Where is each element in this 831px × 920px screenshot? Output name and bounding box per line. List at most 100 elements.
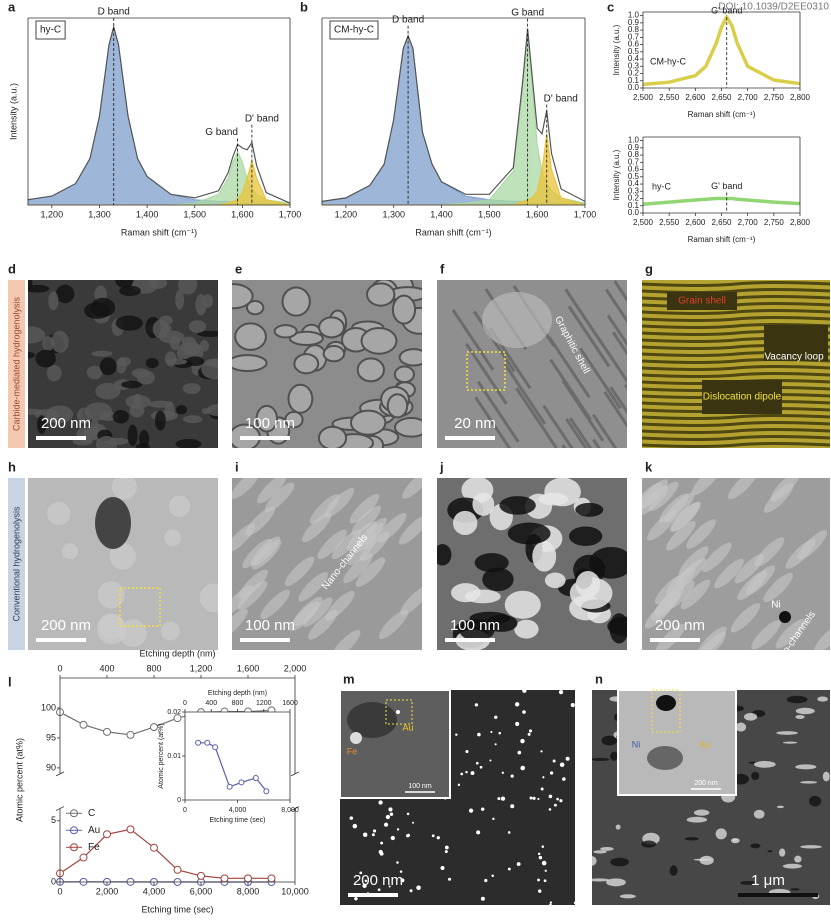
inclusion [61, 543, 78, 560]
pore [452, 510, 478, 536]
inset-annotation: Fe [347, 746, 358, 756]
pore [437, 544, 452, 566]
x-tick-label: 2,700 [738, 93, 759, 102]
particle [232, 354, 268, 373]
inclusion [98, 613, 125, 639]
channel [686, 519, 716, 549]
au-dot [494, 715, 498, 720]
grain [125, 394, 151, 409]
channel [325, 590, 355, 621]
spot [593, 850, 607, 854]
au-dot [540, 750, 543, 753]
scale-bar-label: 1 μm [751, 872, 785, 889]
roi-box [119, 587, 161, 627]
lattice [567, 305, 611, 368]
au-dot [349, 816, 354, 820]
x-tick-label: 0 [57, 886, 62, 896]
au-dot [527, 732, 531, 736]
fringe [642, 316, 830, 322]
data-point [212, 744, 219, 751]
y-tick-label: 95 [46, 732, 56, 742]
particle [350, 732, 362, 744]
spot [782, 741, 798, 744]
panel-label: f [440, 261, 445, 276]
au-dot [522, 690, 527, 693]
x-tick-label: 1,300 [88, 209, 111, 219]
lattice [465, 343, 508, 405]
grain [145, 358, 159, 369]
spot [610, 857, 629, 867]
channel [251, 539, 282, 570]
x-tick-label: 1,500 [478, 209, 501, 219]
grain [42, 336, 54, 352]
inclusion [199, 583, 218, 613]
y-tick-label: 0.6 [628, 165, 640, 174]
particle [347, 702, 397, 738]
au-dot [470, 771, 475, 776]
au-dot [474, 703, 479, 707]
au-dot [537, 797, 540, 801]
channel [648, 481, 679, 512]
scale-bar-label: 200 nm [655, 617, 705, 634]
x2-tick-label: 1,600 [237, 663, 260, 673]
grain [136, 370, 155, 385]
spot [615, 824, 621, 830]
particle [360, 327, 398, 355]
channel [238, 569, 268, 600]
pore [575, 570, 601, 598]
pore [568, 526, 603, 547]
spot [751, 771, 760, 781]
lattice [547, 336, 591, 399]
pore [459, 619, 495, 641]
data-point [226, 783, 233, 790]
x-axis-label: Raman shift (cm⁻¹) [121, 227, 197, 237]
inset-scale-label: 200 nm [694, 780, 718, 787]
au-dot [544, 869, 547, 872]
channel [651, 591, 681, 621]
au-dot [480, 807, 485, 811]
au-dot [444, 845, 449, 850]
channel [775, 618, 806, 649]
data-point [103, 727, 111, 736]
particle [317, 425, 348, 448]
particle [391, 294, 417, 325]
channel [349, 494, 380, 524]
au-dot [529, 796, 533, 800]
spot [776, 805, 784, 809]
roi-box [651, 689, 681, 733]
grain [164, 351, 177, 367]
pore [507, 522, 551, 545]
fringe [642, 435, 830, 441]
channel [324, 487, 355, 518]
texture [642, 478, 830, 650]
au-dot [538, 855, 543, 860]
pore [575, 502, 604, 517]
lattice [515, 387, 558, 448]
lattice [591, 413, 618, 448]
spot [782, 863, 802, 869]
au-dot [383, 822, 389, 827]
spot [753, 809, 765, 819]
au-dot [380, 841, 384, 845]
grain [183, 415, 203, 424]
roi-box [466, 351, 506, 391]
au-dot [465, 770, 468, 774]
band-label: G' band [711, 181, 742, 191]
channel [355, 557, 386, 587]
y-tick-label: 0.4 [628, 54, 640, 63]
tag-box [329, 20, 379, 40]
au-dot [468, 808, 474, 813]
spot [686, 816, 708, 823]
inset-annotation: Ni [632, 739, 641, 749]
data-point [173, 714, 182, 723]
roi-box [385, 699, 413, 725]
grain [51, 330, 69, 353]
x-tick-label: 1,600 [231, 209, 254, 219]
grain [83, 428, 96, 439]
particle [366, 282, 396, 307]
x-axis-label: Etching time (sec) [141, 904, 213, 914]
channel [260, 589, 290, 620]
au-dot [558, 690, 564, 695]
particle [647, 746, 683, 770]
x-axis-label: Raman shift (cm⁻¹) [415, 227, 491, 237]
